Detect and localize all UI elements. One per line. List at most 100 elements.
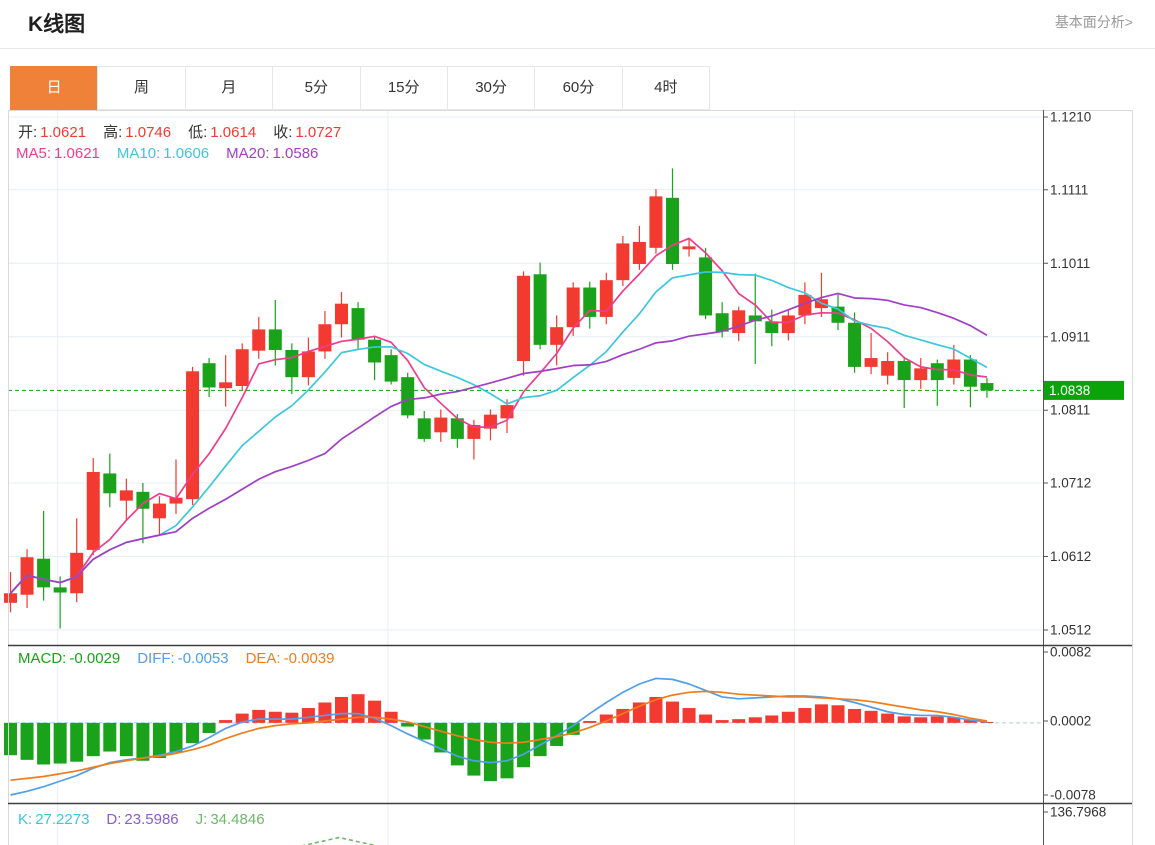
ohlc-open: 开: 1.0621: [18, 124, 87, 141]
macd-bar: [37, 722, 51, 765]
macd-bar: [914, 717, 928, 723]
candle[interactable]: [616, 243, 630, 281]
macd-bar: [219, 720, 233, 723]
ma-ma10: MA10: 1.0606: [116, 145, 210, 162]
candle[interactable]: [152, 503, 166, 519]
candle[interactable]: [798, 294, 812, 316]
candle[interactable]: [897, 361, 911, 381]
current-price-tag-label: 1.0838: [1049, 383, 1090, 398]
macd-bar: [699, 714, 713, 723]
candle[interactable]: [417, 418, 431, 439]
macd-bar: [715, 720, 729, 723]
candle[interactable]: [632, 241, 646, 264]
candle[interactable]: [401, 377, 415, 416]
candle[interactable]: [37, 558, 51, 588]
candle[interactable]: [583, 287, 597, 317]
candle[interactable]: [864, 358, 878, 367]
fundamental-analysis-link[interactable]: 基本面分析>: [1054, 14, 1133, 30]
candle[interactable]: [914, 368, 928, 381]
candle[interactable]: [947, 359, 961, 378]
tab-4时[interactable]: 4时: [621, 66, 710, 110]
macd-bar: [186, 722, 200, 744]
macd-bar: [268, 711, 282, 723]
candle[interactable]: [368, 339, 382, 363]
candle[interactable]: [335, 303, 348, 325]
macd-bar: [119, 722, 133, 757]
tab-30分[interactable]: 30分: [446, 66, 536, 110]
tab-日[interactable]: 日: [10, 66, 99, 110]
candlestick-chart[interactable]: 1.1210 1.1111 1.1011 1.0911 1.0811 1.0712 1.06…: [0, 110, 1155, 845]
candle[interactable]: [268, 329, 282, 350]
tab-月[interactable]: 月: [184, 66, 274, 110]
candle[interactable]: [963, 359, 977, 387]
macd-bar: [20, 722, 34, 760]
macd-bar: [814, 704, 828, 723]
macd-bar: [384, 711, 398, 723]
candle[interactable]: [235, 349, 249, 386]
candle[interactable]: [699, 257, 713, 316]
kdj-d: D: 23.5986: [106, 811, 179, 828]
candle[interactable]: [219, 382, 233, 389]
candle[interactable]: [765, 321, 779, 334]
candle[interactable]: [103, 473, 117, 494]
candle[interactable]: [169, 497, 183, 504]
candle[interactable]: [285, 349, 299, 378]
price-tick-label: 1.0512: [1050, 623, 1091, 638]
macd-tick-label: -0.0078: [1050, 788, 1096, 803]
candle[interactable]: [566, 287, 580, 328]
price-tick-label: 1.0911: [1050, 329, 1090, 344]
macd-bar: [351, 694, 365, 723]
candle[interactable]: [86, 471, 100, 550]
candle[interactable]: [467, 424, 481, 439]
price-tick-label: 1.0811: [1050, 403, 1090, 418]
candle[interactable]: [848, 322, 862, 367]
macd-bar: [864, 710, 878, 723]
tab-15分[interactable]: 15分: [359, 66, 448, 110]
candle[interactable]: [351, 308, 365, 340]
candle[interactable]: [202, 363, 216, 388]
candle[interactable]: [4, 593, 17, 603]
candle[interactable]: [384, 355, 398, 382]
candle[interactable]: [70, 552, 84, 594]
candle[interactable]: [781, 315, 795, 334]
macd-bar: [963, 720, 977, 723]
candle[interactable]: [301, 351, 315, 378]
candle[interactable]: [649, 196, 663, 248]
candle[interactable]: [136, 491, 150, 509]
candle[interactable]: [186, 371, 200, 500]
candle[interactable]: [666, 197, 679, 264]
macd-bar: [335, 696, 348, 723]
candle[interactable]: [434, 417, 448, 433]
candle[interactable]: [748, 315, 762, 322]
candle[interactable]: [550, 327, 564, 345]
macd-bar: [732, 719, 746, 723]
candle[interactable]: [980, 383, 994, 391]
candle[interactable]: [930, 363, 944, 381]
price-tick-label: 1.1210: [1050, 110, 1091, 125]
candle[interactable]: [517, 275, 531, 362]
candle[interactable]: [881, 361, 895, 376]
candle[interactable]: [450, 418, 464, 439]
candle[interactable]: [533, 274, 547, 345]
candle[interactable]: [682, 246, 696, 250]
tab-5分[interactable]: 5分: [272, 66, 361, 110]
candle[interactable]: [732, 310, 746, 334]
candle[interactable]: [252, 329, 266, 351]
candle[interactable]: [53, 587, 67, 593]
kdj-j-line-fragment: [302, 836, 377, 845]
kdj-tick-label: 136.7968: [1050, 805, 1106, 820]
tab-60分[interactable]: 60分: [534, 66, 623, 110]
header-divider: [0, 48, 1155, 49]
macd-bar: [235, 713, 249, 723]
macd-bar: [70, 722, 84, 762]
ohlc-high: 高: 1.0746: [103, 124, 172, 141]
macd-bar: [599, 714, 613, 723]
macd-bar: [318, 702, 332, 723]
macd-bar: [169, 722, 183, 753]
macd-bar: [848, 708, 862, 723]
candle[interactable]: [715, 313, 729, 332]
macd-bar: [666, 701, 679, 723]
tab-周[interactable]: 周: [97, 66, 186, 110]
candle[interactable]: [119, 490, 133, 501]
macd-bar: [947, 717, 961, 723]
